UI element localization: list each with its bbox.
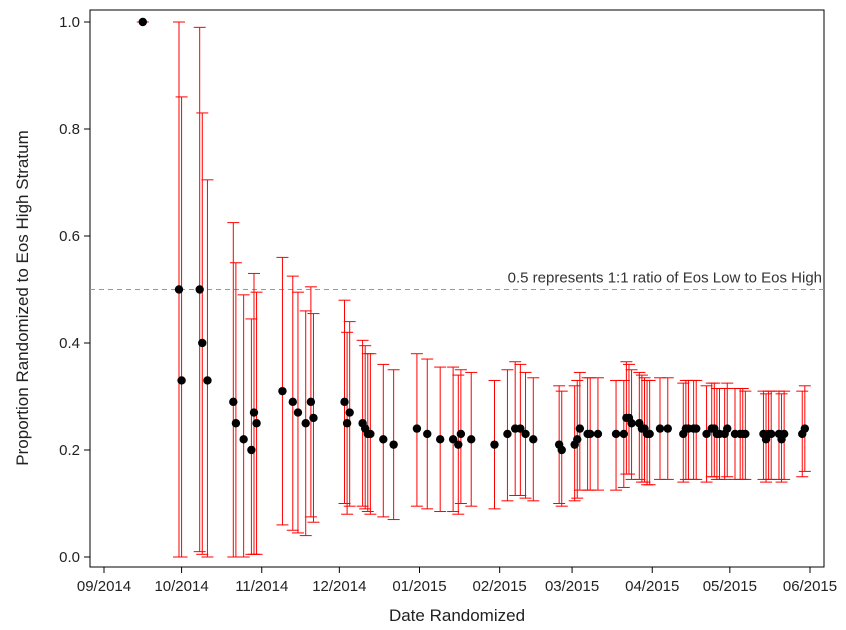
data-point — [767, 429, 776, 439]
data-point — [516, 424, 525, 433]
data-point — [663, 424, 672, 433]
data-point — [278, 386, 287, 396]
data-point — [412, 424, 422, 433]
data-point — [454, 440, 463, 449]
y-tick-label: 0.8 — [59, 121, 80, 138]
y-tick-label: 0.0 — [59, 549, 80, 566]
data-point — [342, 419, 352, 428]
data-point — [779, 429, 789, 439]
data-point — [521, 429, 530, 439]
data-point — [619, 429, 629, 439]
data-point — [627, 419, 636, 428]
data-point — [345, 408, 354, 417]
data-point — [575, 424, 585, 433]
data-point — [723, 424, 732, 433]
y-axis-title: Proportion Randomized to Eos High Stratu… — [13, 130, 32, 465]
plot-frame — [89, 9, 825, 568]
data-point — [174, 285, 184, 294]
y-axis-ticks: 0.0 0.2 0.4 0.6 0.8 1.0 — [59, 14, 90, 566]
x-tick-label: 12/2014 — [312, 578, 366, 595]
data-point — [435, 435, 445, 444]
data-point — [252, 419, 261, 428]
data-point — [655, 424, 665, 433]
data-point — [239, 435, 248, 444]
data-point — [389, 440, 398, 449]
x-axis-title: Date Randomized — [389, 606, 525, 625]
data-point — [423, 429, 432, 439]
data-points — [138, 17, 810, 455]
data-point — [529, 435, 538, 444]
data-point — [138, 17, 147, 27]
data-point — [448, 435, 458, 444]
x-axis-ticks: 09/2014 10/2014 11/2014 12/2014 01/2015 02/20… — [77, 567, 837, 595]
y-tick-label: 0.4 — [59, 335, 80, 352]
x-tick-label: 01/2015 — [392, 578, 446, 595]
data-point — [467, 435, 476, 444]
x-tick-label: 09/2014 — [77, 578, 131, 595]
data-point — [309, 413, 318, 423]
data-point — [288, 397, 297, 407]
data-point — [198, 338, 207, 348]
data-point — [231, 419, 241, 428]
x-tick-label: 03/2015 — [545, 578, 599, 595]
x-tick-label: 11/2014 — [235, 578, 288, 595]
data-point — [702, 429, 711, 439]
y-tick-label: 0.6 — [59, 228, 80, 245]
data-point — [573, 435, 582, 444]
data-point — [177, 376, 186, 385]
data-point — [503, 429, 512, 439]
data-point — [557, 445, 566, 455]
y-tick-label: 0.2 — [59, 442, 80, 459]
data-point — [692, 424, 701, 433]
data-point — [306, 397, 316, 407]
data-point — [203, 376, 212, 385]
data-point — [229, 397, 238, 407]
data-point — [645, 429, 654, 439]
x-tick-label: 05/2015 — [703, 578, 757, 595]
data-point — [611, 429, 621, 439]
data-point — [585, 429, 595, 439]
x-tick-label: 06/2015 — [783, 578, 837, 595]
y-tick-label: 1.0 — [59, 14, 80, 31]
data-point — [340, 397, 349, 407]
data-point — [293, 408, 303, 417]
data-point — [379, 435, 388, 444]
data-point — [301, 419, 310, 428]
data-point — [247, 445, 256, 455]
x-tick-label: 04/2015 — [625, 578, 679, 595]
x-tick-label: 10/2014 — [154, 578, 208, 595]
data-point — [366, 429, 375, 439]
data-point — [800, 424, 810, 433]
data-point — [593, 429, 603, 439]
data-point — [249, 408, 259, 417]
reference-line-label: 0.5 represents 1:1 ratio of Eos Low to E… — [508, 270, 822, 287]
x-tick-label: 02/2015 — [473, 578, 527, 595]
data-point — [490, 440, 499, 449]
data-point — [741, 429, 750, 439]
data-point — [195, 285, 204, 294]
data-point — [456, 429, 466, 439]
